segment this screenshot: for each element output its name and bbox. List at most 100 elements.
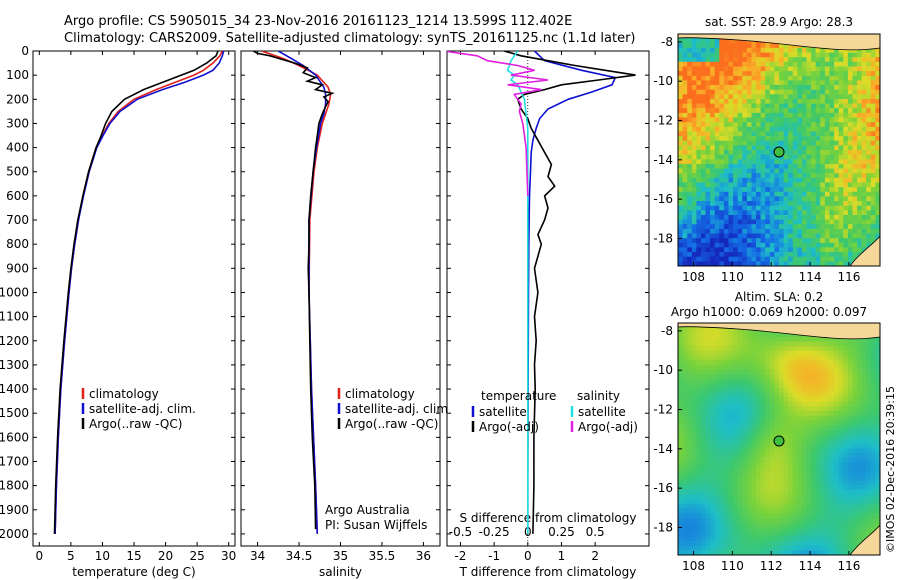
heatmap-cell <box>852 117 858 123</box>
heatmap-cell <box>746 177 752 183</box>
heatmap-cell <box>829 527 835 533</box>
heatmap-cell <box>710 480 716 486</box>
heatmap-cell <box>737 136 743 142</box>
heatmap-cell <box>723 140 729 146</box>
heatmap-cell <box>792 360 798 366</box>
heatmap-cell <box>682 527 688 533</box>
heatmap-cell <box>857 61 862 67</box>
heatmap-cell <box>866 360 872 366</box>
heatmap-cell <box>834 439 840 444</box>
heatmap-cell <box>861 406 867 412</box>
heatmap-cell <box>742 224 748 230</box>
heatmap-cell <box>723 355 729 361</box>
heatmap-cell <box>765 425 771 431</box>
heatmap-cell <box>769 238 775 244</box>
heatmap-cell <box>834 355 840 361</box>
heatmap-cell <box>857 420 862 426</box>
heatmap-cell <box>751 57 757 63</box>
heatmap-cell <box>852 531 858 537</box>
heatmap-cell <box>843 429 849 435</box>
heatmap-cell <box>824 108 830 114</box>
heatmap-cell <box>765 89 771 95</box>
heatmap-cell <box>774 388 780 393</box>
heatmap-cell <box>779 462 784 468</box>
heatmap-cell <box>691 485 697 491</box>
heatmap-cell <box>824 490 830 495</box>
heatmap-cell <box>701 360 706 366</box>
heatmap-cell <box>687 89 693 95</box>
heatmap-cell <box>714 517 720 523</box>
heatmap-cell <box>875 522 881 528</box>
heatmap-cell <box>756 117 761 123</box>
heatmap-cell <box>701 108 706 114</box>
heatmap-cell <box>824 360 830 366</box>
heatmap-cell <box>714 71 720 77</box>
heatmap-cell <box>737 177 743 183</box>
heatmap-cell <box>687 71 693 77</box>
heatmap-cell <box>866 448 872 454</box>
heatmap-cell <box>802 346 807 352</box>
heatmap-cell <box>723 485 729 491</box>
heatmap-cell <box>847 350 853 356</box>
heatmap-cell <box>811 466 817 472</box>
heatmap-cell <box>875 476 881 482</box>
heatmap-cell <box>678 415 683 421</box>
heatmap-cell <box>701 47 706 53</box>
heatmap-cell <box>719 378 725 384</box>
heatmap-cell <box>870 103 876 109</box>
heatmap-cell <box>687 485 693 491</box>
heatmap-cell <box>875 397 881 403</box>
heatmap-cell <box>806 341 812 347</box>
heatmap-cell <box>783 71 789 77</box>
heatmap-cell <box>705 61 711 67</box>
heatmap-cell <box>728 75 734 81</box>
heatmap-cell <box>696 522 702 528</box>
heatmap-cell <box>788 136 794 142</box>
heatmap-cell <box>756 126 761 132</box>
heatmap-cell <box>824 383 830 389</box>
heatmap-cell <box>843 136 849 142</box>
heatmap-cell <box>811 443 817 449</box>
heatmap-cell <box>719 350 725 356</box>
heatmap-cell <box>834 210 840 216</box>
heatmap-cell <box>774 205 780 211</box>
heatmap-cell <box>756 415 761 421</box>
heatmap-cell <box>838 541 844 547</box>
heatmap-cell <box>714 332 720 338</box>
heatmap-cell <box>829 346 835 352</box>
heatmap-cell <box>861 71 867 77</box>
heatmap-cell <box>815 429 821 435</box>
heatmap-cell <box>696 228 702 234</box>
heatmap-cell <box>820 374 826 379</box>
heatmap-cell <box>756 136 761 142</box>
heatmap-cell <box>824 434 830 440</box>
heatmap-cell <box>783 242 789 248</box>
heatmap-cell <box>870 75 876 81</box>
heatmap-cell <box>678 504 683 509</box>
heatmap-cell <box>774 89 780 95</box>
heatmap-cell <box>774 448 780 454</box>
heatmap-cell <box>769 504 775 509</box>
heatmap-cell <box>783 462 789 468</box>
heatmap-cell <box>820 490 826 495</box>
heatmap-cell <box>682 411 688 417</box>
heatmap-cell <box>875 224 881 230</box>
heatmap-cell <box>737 261 743 267</box>
heatmap-cell <box>737 369 743 375</box>
heatmap-cell <box>838 411 844 417</box>
heatmap-cell <box>861 168 867 174</box>
heatmap-cell <box>737 75 743 81</box>
heatmap-cell <box>756 215 761 220</box>
heatmap-cell <box>687 215 693 220</box>
heatmap-cell <box>834 75 840 81</box>
heatmap-cell <box>815 415 821 421</box>
heatmap-cell <box>797 182 803 188</box>
heatmap-cell <box>783 443 789 449</box>
heatmap-cell <box>733 480 739 486</box>
heatmap-cell <box>815 425 821 431</box>
heatmap-cell <box>834 196 840 202</box>
heatmap-cell <box>751 401 757 407</box>
heatmap-cell <box>820 513 826 519</box>
heatmap-cell <box>696 494 702 500</box>
heatmap-cell <box>774 355 780 361</box>
